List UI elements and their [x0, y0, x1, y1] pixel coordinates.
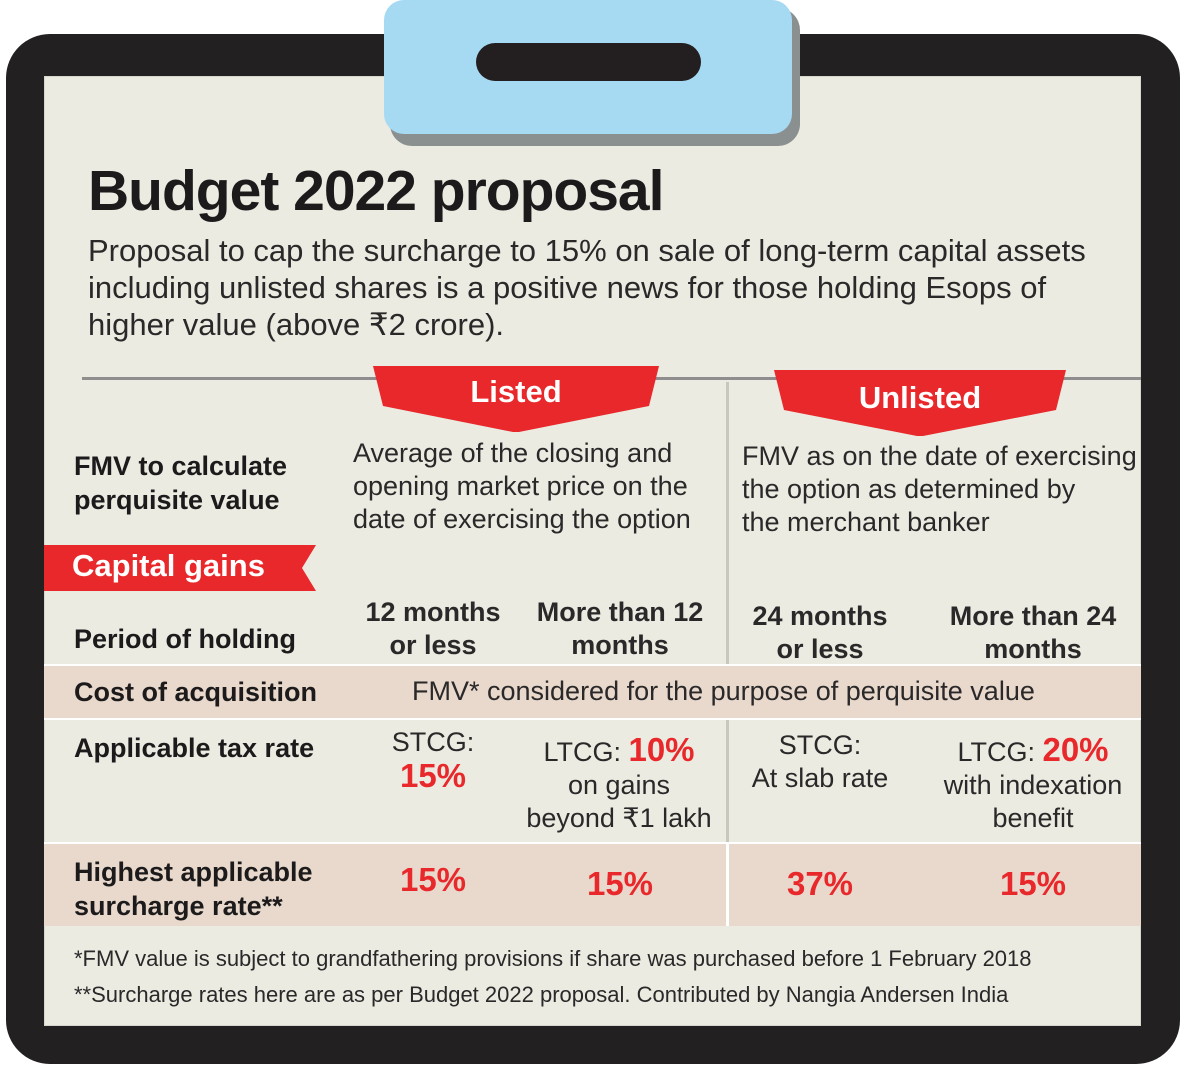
fmv-unlisted: FMV as on the date of exercising the opt… [742, 440, 1137, 539]
fmv-label: FMV to calculate perquisite value [74, 449, 287, 517]
tax-unlisted-short: STCG: At slab rate [736, 729, 904, 795]
period-label: Period of holding [74, 624, 296, 654]
period-unlisted-short-line1: 24 months [752, 601, 888, 631]
capital-gains-label: Capital gains [72, 548, 265, 583]
row-separator [44, 718, 1141, 720]
capital-gains-tag-shape [44, 545, 316, 591]
unlisted-label: Unlisted [858, 380, 982, 415]
header-rule-middle [640, 377, 790, 380]
tax-listed-long-rate: 10% [628, 731, 695, 768]
period-listed-short: 12 months or less [348, 596, 518, 662]
cost-value: FMV* considered for the purpose of perqu… [412, 676, 1035, 706]
surcharge-label-line1: Highest applicable [74, 857, 313, 887]
fmv-unlisted-line3: the merchant banker [742, 507, 990, 537]
period-listed-long: More than 12 months [522, 596, 718, 662]
period-unlisted-long-line2: months [984, 634, 1082, 664]
period-listed-short-line2: or less [389, 630, 477, 660]
tax-listed-short: STCG: 15% [352, 726, 514, 792]
column-divider-band [726, 844, 729, 926]
period-listed-long-line1: More than 12 [536, 597, 704, 627]
period-listed-short-line1: 12 months [365, 597, 501, 627]
row-separator [44, 842, 1141, 844]
page-subtitle: Proposal to cap the surcharge to 15% on … [88, 233, 1086, 342]
tax-unlisted-short-line1: STCG: [778, 730, 862, 760]
capital-gains-tag: Capital gains [44, 545, 316, 591]
fmv-unlisted-line1: FMV as on the date of exercising [742, 441, 1137, 471]
fmv-label-line2: perquisite value [74, 485, 280, 515]
tax-listed-long-line3: beyond ₹1 lakh [526, 803, 712, 833]
period-unlisted-short: 24 months or less [736, 600, 904, 666]
listed-banner: Listed [373, 366, 659, 432]
surcharge-row-band [44, 844, 1141, 926]
clip-slot [476, 43, 701, 81]
surcharge-unlisted-long: 15% [999, 865, 1067, 902]
fmv-label-line1: FMV to calculate [74, 451, 288, 481]
period-listed-long-line2: months [571, 630, 669, 660]
tax-unlisted-short-line2: At slab rate [751, 763, 889, 793]
surcharge-label-line2: surcharge rate** [74, 891, 283, 921]
fmv-listed-line1: Average of the closing and [353, 438, 673, 468]
unlisted-banner: Unlisted [774, 370, 1066, 436]
column-divider-bottom [726, 718, 729, 925]
tax-unlisted-long-line3: benefit [992, 803, 1074, 833]
listed-label: Listed [470, 374, 562, 409]
fmv-unlisted-line2: the option as determined by [742, 474, 1076, 504]
period-unlisted-short-line2: or less [776, 634, 864, 664]
tax-unlisted-long-line2: with indexation [943, 770, 1123, 800]
footnote-fmv: *FMV value is subject to grandfathering … [74, 946, 1032, 971]
period-unlisted-long-line1: More than 24 [949, 601, 1117, 631]
surcharge-label: Highest applicable surcharge rate** [74, 855, 313, 923]
fmv-listed-line3: date of exercising the option [353, 504, 691, 534]
header-rule-right [1050, 377, 1141, 380]
surcharge-listed-short: 15% [399, 861, 467, 898]
unlisted-banner-shape [774, 370, 1066, 436]
tax-listed-long-prefix: LTCG: [543, 737, 629, 767]
header-rule-left [82, 377, 382, 380]
cost-row-band [44, 666, 1141, 718]
cost-label: Cost of acquisition [74, 677, 317, 707]
listed-banner-shape [373, 366, 659, 432]
tax-listed-long-line2: on gains [567, 770, 671, 800]
fmv-listed: Average of the closing and opening marke… [353, 437, 691, 536]
period-unlisted-long: More than 24 months [934, 600, 1132, 666]
tax-unlisted-long-prefix: LTCG: [957, 737, 1043, 767]
tax-label: Applicable tax rate [74, 733, 315, 763]
fmv-listed-line2: opening market price on the [353, 471, 688, 501]
column-divider-top [726, 382, 729, 664]
tax-unlisted-long-rate: 20% [1042, 731, 1109, 768]
surcharge-listed-long: 15% [586, 865, 654, 902]
footnote-surcharge: **Surcharge rates here are as per Budget… [74, 982, 1009, 1007]
tax-listed-short-rate: 15% [399, 757, 467, 794]
tax-listed-short-prefix: STCG: [391, 727, 475, 757]
row-separator [44, 664, 1141, 666]
surcharge-unlisted-short: 37% [786, 865, 854, 902]
tax-listed-long: LTCG: 10% on gains beyond ₹1 lakh [508, 733, 730, 835]
tax-unlisted-long: LTCG: 20% with indexation benefit [932, 733, 1134, 835]
page-title: Budget 2022 proposal [88, 159, 664, 223]
